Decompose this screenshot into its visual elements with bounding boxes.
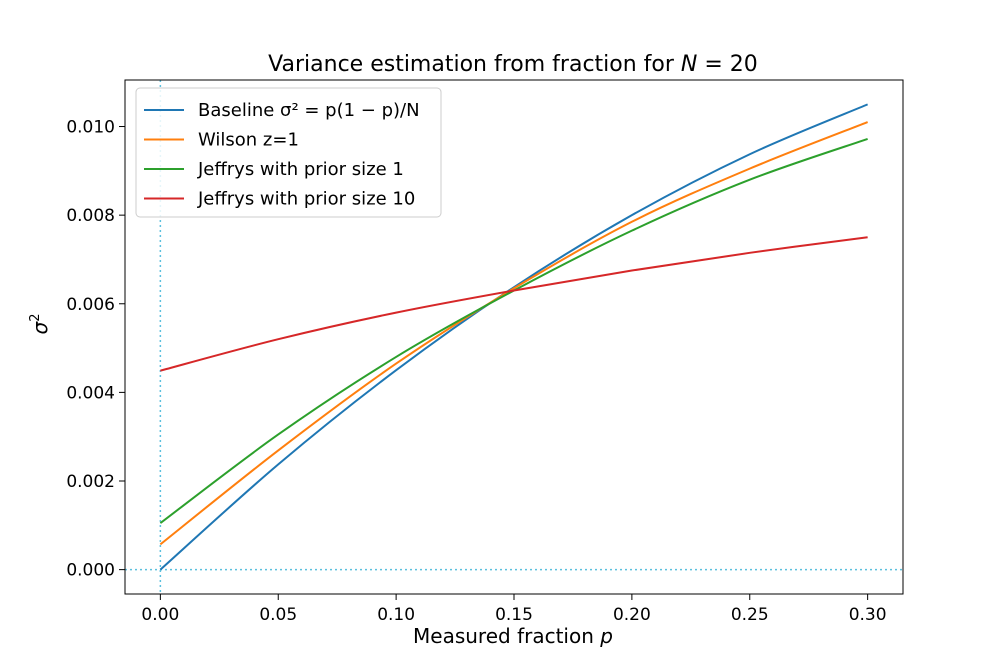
x-tick-label: 0.30 — [849, 605, 887, 625]
x-axis-label: Measured fraction p — [413, 624, 613, 648]
x-axis-ticks: 0.00 0.05 0.10 0.15 0.20 0.25 0.30 — [141, 594, 887, 625]
legend: Baseline σ² = p(1 − p)/N Wilson z=1 Jeffry… — [135, 87, 442, 218]
x-tick-label: 0.00 — [141, 605, 179, 625]
y-axis-label: σ2 — [28, 314, 52, 335]
y-tick-label: 0.000 — [66, 561, 115, 581]
series-line-2 — [159, 121, 869, 546]
x-tick-label: 0.15 — [495, 605, 533, 625]
y-axis-ticks: 0.000 0.002 0.004 0.006 0.008 0.010 — [66, 118, 125, 581]
x-tick-label: 0.10 — [377, 605, 415, 625]
y-tick-label: 0.006 — [66, 295, 115, 315]
y-tick-label: 0.004 — [66, 383, 115, 403]
chart-title: Variance estimation from fraction for N … — [268, 52, 758, 77]
legend-label: Wilson z=1 — [198, 130, 299, 151]
x-tick-label: 0.20 — [613, 605, 651, 625]
legend-frame — [135, 87, 442, 218]
y-tick-label: 0.002 — [66, 472, 115, 492]
legend-label: Jeffrys with prior size 1 — [197, 159, 404, 180]
series-line-4 — [160, 236, 868, 372]
legend-label: Jeffrys with prior size 10 — [197, 189, 415, 210]
legend-label: Baseline σ² = p(1 − p)/N — [198, 100, 420, 121]
y-tick-label: 0.008 — [66, 206, 115, 226]
x-tick-label: 0.05 — [259, 605, 297, 625]
series-lines — [159, 103, 869, 571]
x-tick-label: 0.25 — [731, 605, 769, 625]
y-tick-label: 0.010 — [66, 118, 115, 138]
